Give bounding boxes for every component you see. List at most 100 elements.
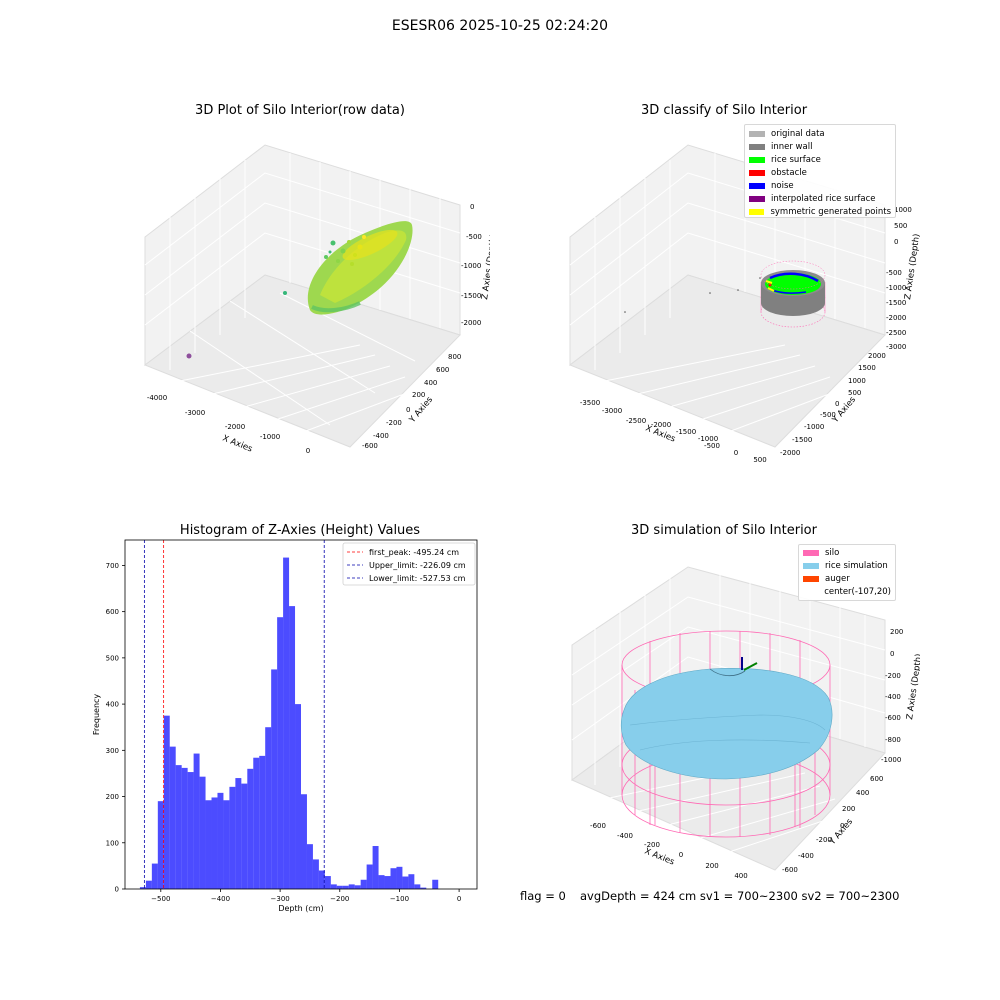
simulation-legend-swatch: [803, 575, 819, 582]
classify-z-tick: 500: [894, 222, 907, 230]
classify-x-tick: -3000: [602, 407, 622, 415]
classify-legend-label: symmetric generated points: [770, 206, 891, 217]
histogram-bar: [265, 727, 272, 889]
classify-z-ticks: 1000 500 0 -500 -1000 -1500 -2000 -2500 …: [886, 206, 912, 351]
classify-legend-swatch: [749, 182, 765, 189]
simulation-y-ticks: -600 -400 -200 0 200 400 600: [782, 775, 883, 874]
auger-marker: [741, 657, 758, 671]
simulation-legend-entry: auger: [803, 572, 891, 585]
histogram-bar: [253, 757, 260, 889]
histogram-chart: −500 −400 −300 −200 −100 0 0 100 200 300 400 500 600…: [92, 539, 478, 913]
simulation-x-tick: 400: [734, 872, 747, 880]
classify-z-tick: -2000: [886, 314, 906, 322]
classify-legend-swatch: [749, 130, 765, 137]
histogram-y-tick-label: 500: [106, 654, 119, 662]
simulation-panel-title: 3D simulation of Silo Interior: [631, 523, 817, 538]
simulation-z-axis-label: Z Axies (Depth): [905, 653, 920, 720]
histogram-bar: [205, 800, 212, 889]
simulation-z-tick: -400: [885, 693, 901, 701]
simulation-legend-swatch: [803, 589, 818, 595]
classify-y-tick: 0: [835, 400, 839, 408]
classify-y-tick: -2000: [780, 449, 800, 457]
classify-x-tick: -1500: [676, 428, 696, 436]
raw-y-tick: -600: [362, 442, 378, 450]
raw-z-tick: -2000: [461, 319, 481, 327]
simulation-y-tick: -200: [816, 836, 832, 844]
histogram-bar: [181, 767, 188, 889]
histogram-bar: [366, 864, 373, 889]
raw-y-tick: 200: [412, 391, 425, 399]
classify-legend-swatch: [749, 208, 765, 215]
raw-x-ticks: -4000 -3000 -2000 -1000 0: [147, 394, 310, 455]
histogram-x-tick-label: −300: [271, 895, 290, 903]
histogram-y-tick-label: 600: [106, 608, 119, 616]
histogram-bar: [259, 755, 266, 889]
raw-y-tick: 600: [436, 366, 449, 374]
histogram-bar: [229, 786, 236, 889]
histogram-bar: [336, 885, 343, 889]
histogram-bar: [145, 880, 152, 889]
histogram-bar: [175, 765, 182, 889]
simulation-x-axis-label: X Axies: [643, 847, 676, 868]
simulation-legend: silo rice simulation auger center(-107,20): [798, 544, 896, 601]
classify-legend-label: obstacle: [771, 167, 807, 178]
raw-x-tick: -4000: [147, 394, 167, 402]
simulation-z-tick: -1000: [881, 756, 901, 764]
simulation-legend-label: silo: [825, 547, 840, 558]
histogram-panel-title: Histogram of Z-Axies (Height) Values: [179, 523, 421, 538]
histogram-bar: [306, 844, 313, 889]
histogram-bar: [324, 876, 331, 889]
histogram-x-tick-label: −400: [211, 895, 230, 903]
rice-simulation-surface: [620, 668, 833, 780]
simulation-y-tick: -600: [782, 866, 798, 874]
classify-legend-label: inner wall: [771, 141, 813, 152]
simulation-legend-entry: rice simulation: [803, 559, 891, 572]
histogram-bar: [360, 879, 367, 889]
histogram-bar: [378, 875, 385, 889]
histogram-bar: [163, 715, 170, 889]
histogram-y-tick-label: 0: [115, 886, 119, 894]
classify-legend-label: noise: [771, 180, 794, 191]
simulation-legend-swatch: [803, 549, 819, 556]
histogram-bar: [271, 669, 278, 889]
classify-legend-entry: inner wall: [749, 140, 891, 153]
histogram-bar: [193, 753, 200, 889]
figure-title: ESESR06 2025-10-25 02:24:20: [391, 18, 609, 34]
histogram-y-axis-label: Frequency: [92, 694, 101, 736]
histogram-bar: [330, 884, 337, 889]
classify-legend-swatch: [749, 195, 765, 202]
histogram-y-tick-label: 200: [106, 793, 119, 801]
classify-legend-entry: rice surface: [749, 153, 891, 166]
histogram-bar: [157, 801, 164, 889]
classify-x-ticks: -3500 -3000 -2500 -2000 -1500 -1000 -500…: [580, 399, 767, 464]
simulation-legend-swatch: [803, 562, 819, 569]
classify-y-tick: -500: [820, 411, 836, 419]
classify-legend: original data inner wall rice surface obsta…: [744, 124, 896, 218]
histogram-axes-frame: [124, 539, 478, 890]
raw-z-tick: -1500: [461, 292, 481, 300]
classify-z-tick: 0: [894, 238, 898, 246]
classify-silo-scene: [624, 260, 826, 328]
raw-x-tick: -2000: [225, 423, 245, 431]
classify-z-axis-label: Z Axies (Depth): [903, 233, 920, 300]
raw-z-tick: 0: [470, 203, 474, 211]
classify-legend-label: interpolated rice surface: [771, 193, 876, 204]
histogram-bar: [277, 617, 284, 889]
histogram-y-tick-label: 400: [106, 701, 119, 709]
histogram-bar: [295, 704, 301, 889]
histogram-bar: [396, 866, 403, 889]
classify-y-tick: -1500: [792, 436, 812, 444]
classify-legend-swatch: [749, 156, 765, 163]
histogram-bar: [247, 768, 254, 889]
histogram-legend-label: Lower_limit: -527.53 cm: [369, 574, 466, 583]
classify-z-tick: 1000: [894, 206, 912, 214]
simulation-legend-label: center(-107,20): [824, 586, 891, 597]
simulation-y-tick: 400: [856, 789, 869, 797]
classify-y-tick: 500: [848, 389, 861, 397]
raw-3d-panes: [143, 144, 461, 448]
classify-x-tick: -1000: [698, 435, 718, 443]
simulation-legend-label: rice simulation: [825, 560, 888, 571]
raw-y-tick: 800: [448, 353, 461, 361]
classify-z-tick: -500: [886, 269, 902, 277]
raw-z-ticks: 0 -500 -1000 -1500 -2000: [461, 203, 482, 327]
